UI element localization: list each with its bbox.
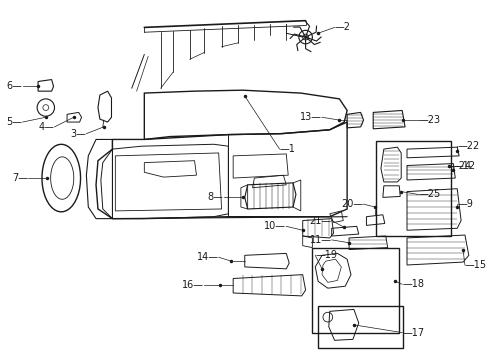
Text: —2: —2: [334, 22, 350, 32]
Text: —19: —19: [315, 250, 337, 260]
Text: —15: —15: [464, 260, 486, 270]
Text: —22: —22: [456, 141, 479, 151]
Text: 11—: 11—: [309, 235, 331, 245]
Text: 20—: 20—: [341, 199, 363, 209]
Text: 10—: 10—: [264, 221, 285, 231]
Text: —25: —25: [418, 189, 440, 199]
Text: 4—: 4—: [39, 122, 54, 132]
Text: —17: —17: [401, 328, 424, 338]
Bar: [375, 141, 450, 236]
Bar: [318, 306, 402, 348]
Text: 14—: 14—: [196, 252, 218, 262]
Text: —18: —18: [401, 279, 423, 289]
Text: —24: —24: [448, 161, 470, 171]
Text: —9: —9: [456, 199, 472, 209]
Text: 6—: 6—: [7, 81, 22, 91]
Text: —12: —12: [452, 161, 474, 171]
Text: —1: —1: [279, 144, 295, 154]
Bar: [312, 248, 399, 333]
Text: 3—: 3—: [70, 129, 86, 139]
Text: 8—: 8—: [207, 192, 223, 202]
Text: 5—: 5—: [7, 117, 22, 127]
Text: —23: —23: [418, 115, 440, 125]
Text: 21—: 21—: [309, 216, 331, 226]
Text: 13—: 13—: [300, 112, 322, 122]
Text: 16—: 16—: [182, 280, 204, 290]
Text: 7—: 7—: [12, 173, 28, 183]
